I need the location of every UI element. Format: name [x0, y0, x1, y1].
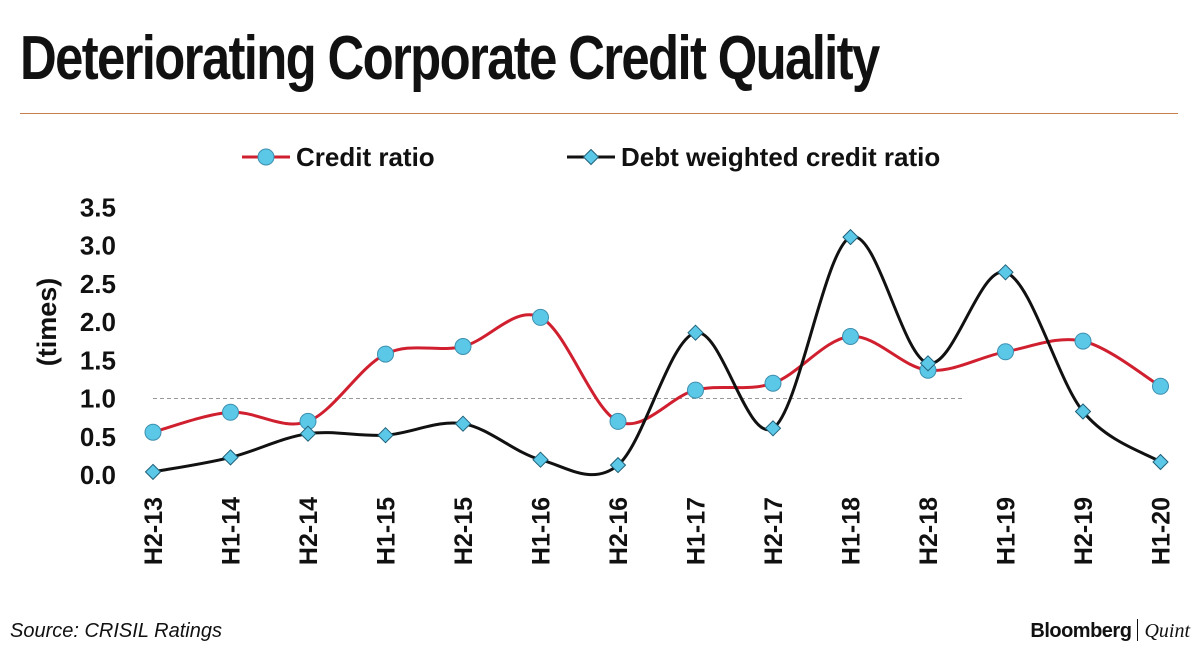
debt-weighted-point	[919, 355, 937, 372]
y-axis-label: (times)	[32, 278, 62, 367]
legend-item-1: Credit ratio	[242, 142, 435, 172]
y-tick-label: 1.5	[80, 345, 116, 375]
brand-logo: Bloomberg Quint	[1030, 619, 1190, 643]
debt-weighted-point	[222, 449, 239, 466]
series-markers	[144, 228, 1169, 481]
y-tick-label: 2.5	[80, 269, 116, 299]
debt-weighted-point	[842, 228, 859, 246]
debt-weighted-point	[144, 463, 162, 481]
x-axis: H2-13 H1-14 H2-14 H1-15 H2-15 H1-16 H2-16 H1-17…	[140, 497, 1176, 565]
source-note: Source: CRISIL Ratings	[10, 620, 222, 642]
y-tick-label: 2.0	[80, 307, 116, 337]
y-tick-label: 1.0	[80, 384, 116, 414]
x-tick-label: H2-18	[915, 497, 943, 565]
credit-ratio-point	[144, 423, 162, 441]
credit-ratio-point	[377, 345, 394, 363]
credit-ratio-point	[454, 338, 472, 355]
y-tick-label: 0.0	[80, 460, 116, 490]
debt-weighted-point	[532, 451, 549, 468]
credit-ratio-point	[222, 403, 239, 421]
credit-ratio-point	[687, 381, 704, 399]
series-line-1	[152, 313, 1162, 434]
credit-ratio-point	[609, 412, 627, 430]
brand-separator	[1137, 619, 1139, 641]
debt-weighted-point	[1152, 453, 1169, 471]
x-tick-label: H1-19	[993, 497, 1021, 565]
x-tick-label: H2-14	[295, 497, 323, 565]
legend-label: Credit ratio	[296, 142, 435, 172]
brand-name: Bloomberg	[1030, 620, 1132, 642]
legend-diamond-marker	[582, 148, 600, 166]
debt-weighted-point	[687, 324, 704, 341]
x-tick-label: H2-15	[450, 497, 478, 565]
x-tick-label: H2-19	[1070, 497, 1098, 565]
debt-weighted-point	[609, 456, 627, 474]
legend-item-2: Debt weighted credit ratio	[567, 142, 940, 172]
credit-ratio-point	[532, 308, 549, 326]
x-tick-label: H1-16	[528, 497, 556, 565]
y-tick-label: 3.0	[80, 231, 116, 261]
credit-ratio-point	[1152, 377, 1169, 395]
legend: Credit ratio Debt weighted credit ratio	[242, 142, 940, 172]
debt-weighted-point	[299, 425, 317, 442]
x-tick-label: H1-15	[373, 497, 401, 565]
chart-title: Deteriorating Corporate Credit Quality	[20, 24, 880, 93]
x-tick-label: H1-20	[1148, 497, 1176, 565]
debt-weighted-point	[454, 415, 472, 432]
title-divider	[20, 113, 1178, 114]
credit-ratio-point	[997, 343, 1014, 361]
credit-ratio-point	[1074, 332, 1092, 350]
debt-weighted-point	[997, 264, 1014, 281]
legend-circle-marker	[257, 148, 275, 166]
legend-label: Debt weighted credit ratio	[621, 142, 940, 172]
y-axis: 0.0 0.5 1.0 1.5 2.0 2.5 3.0 3.5 (times)	[32, 192, 116, 490]
credit-ratio-point	[842, 328, 859, 345]
y-tick-label: 3.5	[80, 192, 116, 222]
y-tick-label: 0.5	[80, 422, 116, 452]
brand-subname: Quint	[1144, 620, 1190, 642]
x-tick-label: H1-17	[683, 497, 711, 565]
x-tick-label: H2-17	[760, 497, 788, 565]
x-tick-label: H2-16	[605, 497, 633, 565]
x-tick-label: H1-14	[218, 497, 246, 565]
debt-weighted-point	[1074, 403, 1092, 420]
credit-ratio-point	[764, 374, 782, 392]
debt-weighted-point	[377, 426, 394, 444]
x-tick-label: H2-13	[140, 497, 168, 565]
x-tick-label: H1-18	[838, 497, 866, 565]
debt-weighted-point	[764, 420, 782, 437]
